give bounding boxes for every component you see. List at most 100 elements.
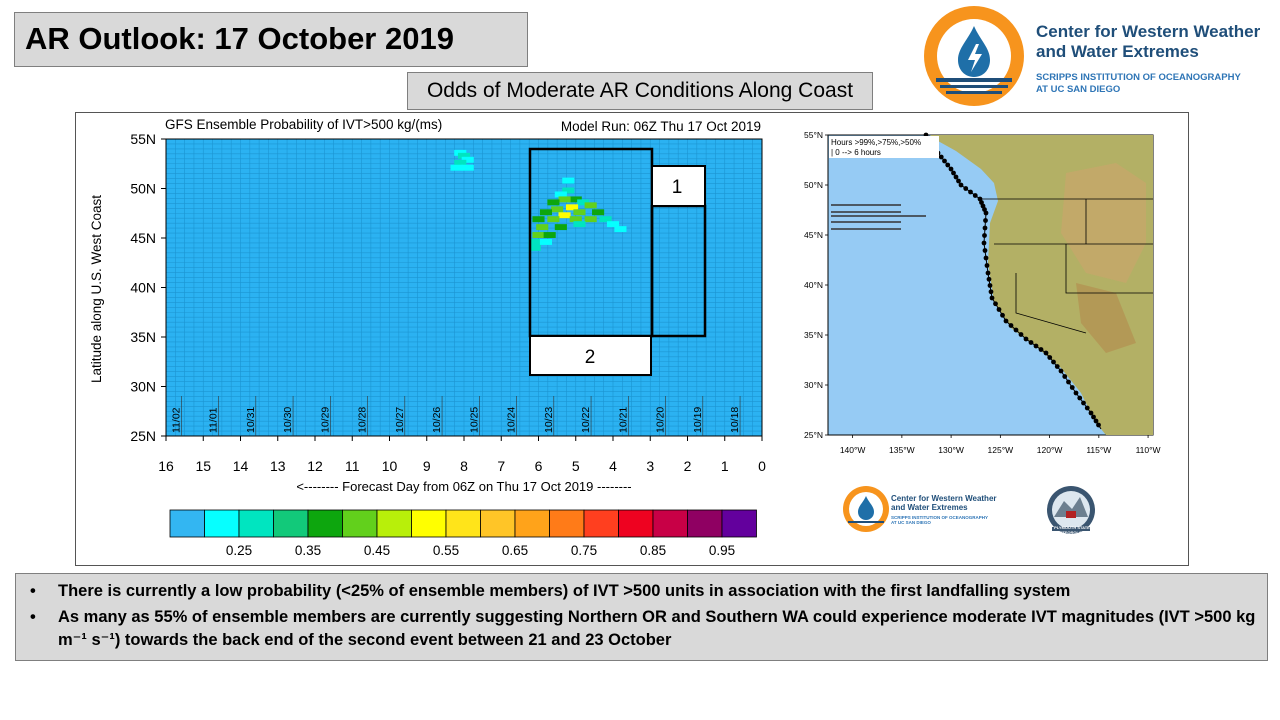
map-lon-label: 110°W [1136,445,1161,455]
event-box-2-label: 2 [585,347,596,368]
x-tick-label: 8 [460,458,468,474]
coast-dot [985,270,991,276]
heatmap-cell [539,209,553,216]
colorbar-swatch [307,509,343,538]
coast-dot [1091,414,1096,420]
heatmap-cell [547,216,560,223]
heatmap-cell [573,221,586,228]
coast-dot [988,289,994,295]
event-box-1-label: 1 [672,177,683,198]
colorbar-label: 0.75 [571,543,597,558]
state-borders [980,198,1153,334]
coast-dot [938,154,944,160]
coast-dot [958,182,964,188]
x-tick-label: 0 [758,458,766,474]
colorbar-swatch [721,509,757,538]
heatmap-cell [543,232,556,238]
small-cw3e-logo [843,486,889,532]
heatmap-cell [554,191,567,198]
heatmap-cell [461,164,474,171]
x-tick-label: 5 [572,458,580,474]
date-label: 10/24 [506,407,518,433]
cw3e-logo: Center for Western Weather and Water Ext… [922,6,1272,106]
heatmap-cell [573,209,586,216]
coast-dot [981,240,987,246]
map-lat-label: 55°N [804,130,823,140]
small-logo-line2: and Water Extremes [891,503,968,512]
colorbar-label: 0.65 [502,543,528,558]
coast-dot [982,233,987,238]
date-label: 10/28 [357,407,369,433]
heatmap-cell [461,156,474,163]
colorbar-swatch [652,509,688,538]
map-lat-label: 30°N [804,380,823,390]
small-logo-title: Center for Western Weather and Water Ext… [891,494,997,512]
coast-dot [951,170,956,176]
y-tick-label: 50N [130,181,156,197]
coast-dot [968,189,973,195]
coast-dot [1018,332,1024,337]
heatmap-cell [532,232,545,238]
colorbar-label: 0.45 [364,543,390,558]
heatmap-cell [569,196,582,203]
figure-svg: GFS Ensemble Probability of IVT>500 kg/(… [89,117,1161,558]
coast-dot [945,162,951,168]
colorbar-label: 0.85 [640,543,666,558]
coast-dot [1047,355,1053,360]
map-legend-line2: | 0 --> 6 hours [831,148,881,157]
map-lon-label: 135°W [889,445,915,455]
coast-dot [1008,323,1014,328]
logo-line4: AT UC SAN DIEGO [1036,84,1121,95]
heatmap-cell [528,238,541,245]
coast-dot [1043,350,1049,356]
colorbar-labels: 0.25 0.35 0.45 0.55 0.65 0.75 0.85 0.95 [226,543,735,558]
date-label: 10/26 [431,407,443,433]
chart-title: GFS Ensemble Probability of IVT>500 kg/(… [165,117,442,132]
colorbar-label: 0.25 [226,543,252,558]
coast-dot [1038,347,1044,352]
coast-dot [1058,368,1064,374]
coast-dot [963,186,969,191]
heatmap-cell [457,152,471,159]
x-tick-label: 16 [158,458,174,474]
heatmap-cell [562,187,575,194]
colorbar-swatch [549,509,585,538]
map-lon-label: 115°W [1086,445,1111,455]
date-label: 10/23 [543,407,555,433]
date-label: 10/18 [729,407,741,433]
coast-dot [1062,374,1068,379]
heatmap-cell [539,238,553,245]
y-tick-label: 35N [130,329,156,345]
x-axis-ticks: 16 15 14 13 12 11 10 9 8 7 6 5 4 3 2 1 0 [158,436,766,474]
coast-dot [982,248,988,253]
y-tick-label: 45N [130,230,156,246]
map-lat-label: 25°N [804,430,823,440]
heatmap-cell [558,196,571,203]
coast-dot [1051,359,1056,365]
y-axis-ticks: 55N 50N 45N 40N 35N 30N 25N [130,131,166,444]
heatmap-cell [606,221,620,228]
x-tick-label: 12 [307,458,323,474]
heatmap-cell [551,206,564,213]
date-label: 10/19 [692,407,704,433]
x-tick-label: 1 [721,458,729,474]
coast-dot [1081,400,1086,406]
map-lat-label: 40°N [804,280,823,290]
page-title: AR Outlook: 17 October 2019 [25,21,454,56]
coast-dot [1093,418,1099,424]
date-label: 10/25 [468,407,480,433]
date-label: 11/01 [208,407,220,433]
y-tick-label: 40N [130,280,156,296]
plymouth-state-logo [1047,486,1095,534]
date-labels: 11/02 11/01 10/31 10/30 10/29 10/28 10/27 10/26… [170,396,741,436]
x-tick-label: 11 [345,458,360,474]
coast-dot [1003,318,1009,324]
heatmap-chart: GFS Ensemble Probability of IVT>500 kg/(… [89,117,766,558]
x-tick-label: 9 [423,458,431,474]
x-tick-label: 14 [233,458,249,474]
heatmap-cell [547,199,560,206]
heatmap-cell [584,216,597,223]
colorbar-swatch [514,509,550,538]
x-tick-label: 3 [646,458,654,474]
date-label: 10/21 [617,407,629,433]
